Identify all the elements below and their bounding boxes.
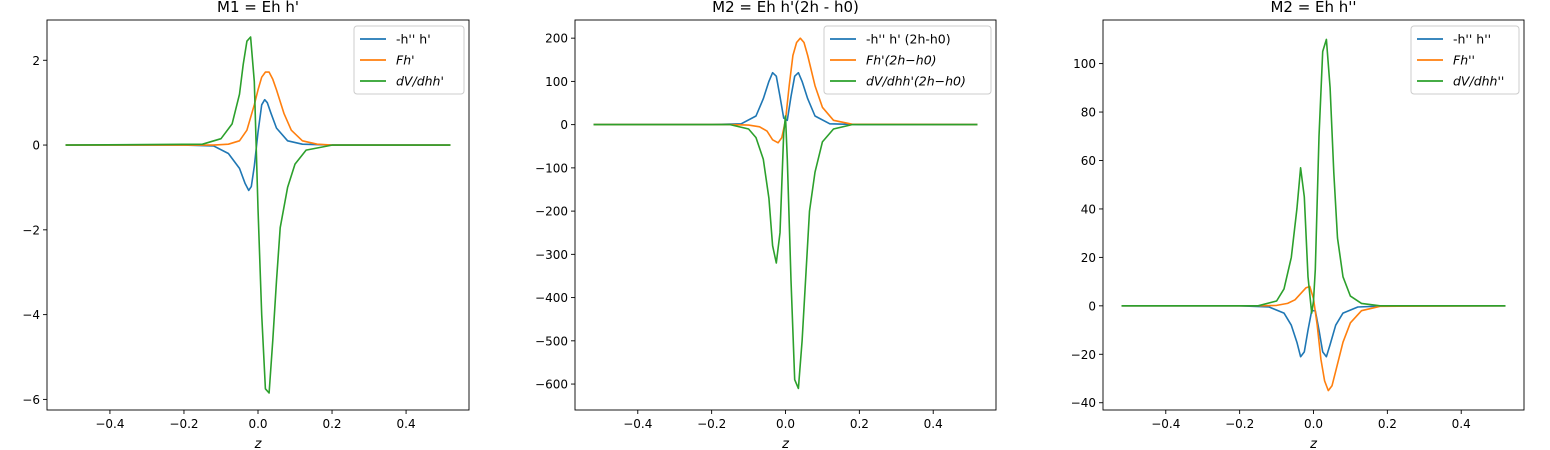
y-tick-label: −500 [535, 334, 568, 348]
y-tick-label: −40 [1071, 396, 1096, 410]
y-tick-label: 200 [545, 32, 568, 46]
legend-label: Fh'(2h−h0) [866, 53, 937, 68]
y-tick-label: −300 [535, 248, 568, 262]
x-tick-label: −0.4 [95, 417, 124, 431]
chart-panel-2: M2 = Eh h'(2h - h0) −0.4 −0.2 0.0 0.2 0.4 200 1… [535, 0, 997, 450]
y-tick-label: 60 [1081, 154, 1096, 168]
series-line-1 [1121, 304, 1506, 358]
y-tick-label: 100 [545, 75, 568, 89]
y-tick-label: 100 [1073, 57, 1096, 71]
x-axis-label: z [781, 437, 790, 450]
series-line-2 [1121, 285, 1506, 392]
y-tick-label: 20 [1081, 251, 1096, 265]
legend: -h'' h' (2h-h0) Fh'(2h−h0) dV/dhh'(2h−h0) [823, 25, 992, 95]
legend-box [353, 25, 465, 95]
x-tick-label: 0.2 [322, 417, 341, 431]
legend-label: dV/dhh' [396, 74, 444, 89]
chart-title: M1 = Eh h' [217, 0, 299, 16]
chart-title: M2 = Eh h'' [1270, 0, 1356, 16]
x-tick-label: 0.4 [397, 417, 416, 431]
x-tick-label: 0.4 [924, 417, 943, 431]
y-tick-label: 40 [1081, 202, 1096, 216]
y-tick-label: −2 [22, 223, 40, 237]
x-tick-label: −0.2 [169, 417, 198, 431]
x-tick-label: −0.2 [1225, 417, 1254, 431]
y-tick-label: 0 [560, 118, 568, 132]
y-tick-label: 2 [32, 54, 40, 68]
x-tick-label: 0.0 [1304, 417, 1323, 431]
y-tick-label: 0 [32, 139, 40, 153]
y-tick-label: −100 [535, 161, 568, 175]
x-tick-label: −0.2 [697, 417, 726, 431]
y-tick-label: −4 [22, 308, 40, 322]
series-line-1 [65, 98, 451, 192]
legend: -h'' h'' Fh'' dV/dhh'' [1410, 25, 1520, 95]
legend-label: -h'' h' [396, 32, 431, 47]
legend-label: -h'' h' (2h-h0) [866, 32, 951, 47]
series-line-3 [1121, 38, 1506, 314]
y-tick-label: 80 [1081, 106, 1096, 120]
x-tick-label: 0.2 [850, 417, 869, 431]
x-axis-label: z [254, 437, 263, 450]
x-tick-label: 0.0 [248, 417, 267, 431]
legend-label: dV/dhh'' [1453, 74, 1504, 89]
chart-panel-3: M2 = Eh h'' −0.4 −0.2 0.0 0.2 0.4 100 80 60 40 20 0… [1071, 0, 1525, 450]
x-tick-label: 0.2 [1378, 417, 1397, 431]
x-tick-label: 0.0 [776, 417, 795, 431]
legend-box [823, 25, 992, 95]
chart-title: M2 = Eh h'(2h - h0) [712, 0, 859, 16]
legend-label: Fh'' [1453, 53, 1475, 68]
series-line-2 [65, 71, 451, 146]
y-tick-label: 0 [1088, 299, 1096, 313]
legend-box [1410, 25, 1520, 95]
y-tick-label: −600 [535, 378, 568, 392]
legend-label: Fh' [396, 53, 415, 68]
series-line-3 [65, 36, 451, 394]
legend: -h'' h' Fh' dV/dhh' [353, 25, 465, 95]
x-tick-label: −0.4 [1151, 417, 1180, 431]
x-tick-label: −0.4 [623, 417, 652, 431]
y-tick-label: −200 [535, 205, 568, 219]
legend-label: dV/dhh'(2h−h0) [866, 74, 966, 89]
legend-label: -h'' h'' [1453, 32, 1491, 47]
series-line-3 [593, 115, 978, 390]
chart-panel-1: M1 = Eh h' −0.4 −0.2 0.0 0.2 0.4 2 0 −2 −4 −6 z -h''… [22, 0, 470, 450]
y-tick-label: −6 [22, 393, 40, 407]
x-tick-label: 0.4 [1452, 417, 1471, 431]
series-line-2 [593, 37, 978, 144]
y-tick-label: −20 [1071, 348, 1096, 362]
y-tick-label: −400 [535, 291, 568, 305]
x-axis-label: z [1309, 437, 1318, 450]
